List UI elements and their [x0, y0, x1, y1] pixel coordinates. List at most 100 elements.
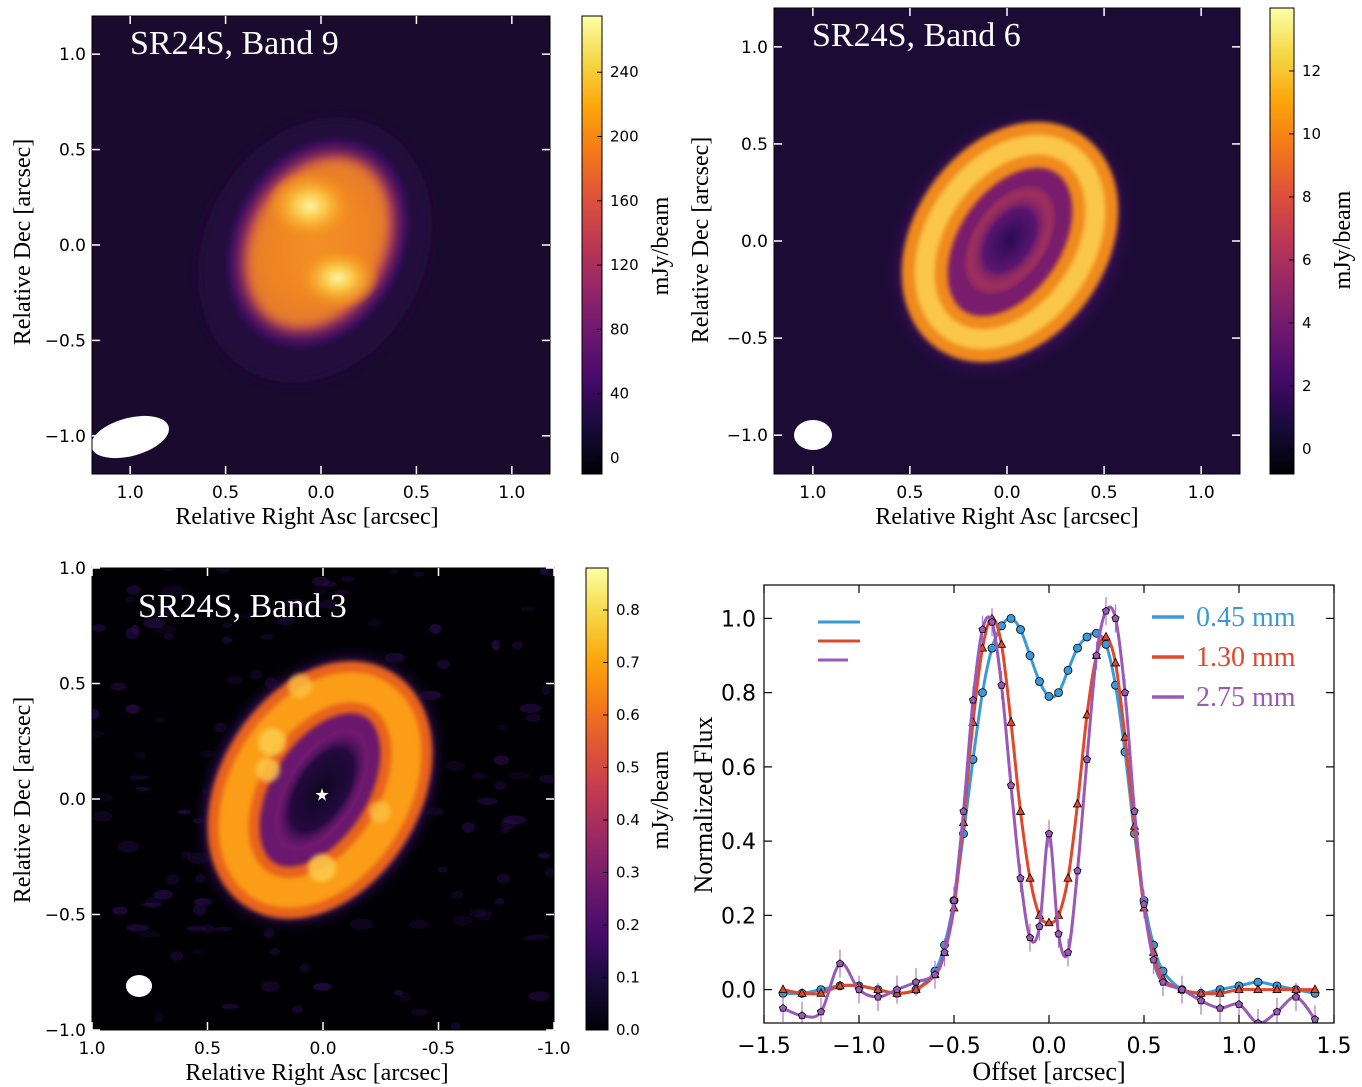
noise-speckle — [135, 786, 150, 791]
data-point — [1120, 731, 1130, 741]
data-point — [930, 970, 940, 979]
noise-speckle — [124, 596, 136, 603]
data-point — [1044, 691, 1054, 701]
noise-speckle — [314, 599, 337, 609]
noise-speckle — [214, 926, 233, 932]
noise-speckle — [410, 1008, 429, 1016]
noise-speckle — [313, 982, 332, 991]
data-point — [873, 992, 883, 1001]
y-tick-label: 0.0 — [59, 236, 86, 256]
noise-speckle — [496, 873, 511, 884]
data-point — [1073, 866, 1082, 875]
data-point — [1063, 948, 1073, 956]
band9-colorbar-ticks: 0 40 80 120 160 200 240 — [597, 63, 639, 467]
noise-speckle — [511, 641, 523, 650]
y-tick-label: 0.5 — [59, 675, 86, 695]
noise-speckle — [134, 751, 147, 759]
y-tick-label: 1.0 — [721, 607, 756, 632]
colorbar-tick-label: 0.4 — [616, 811, 640, 829]
y-tick-label: −0.5 — [727, 329, 768, 349]
data-point — [1196, 996, 1206, 1005]
colorbar-tick-label: 8 — [1302, 188, 1312, 206]
data-point — [1177, 985, 1187, 994]
panel-band3: SR24S, Band 3 1.0 0.5 0.0 -0.5 -1.01.00.50.0… — [10, 559, 674, 1086]
band9-beam — [92, 415, 169, 459]
data-point — [1035, 677, 1044, 686]
noise-speckle — [333, 589, 350, 595]
noise-speckle — [500, 827, 510, 834]
noise-speckle — [126, 585, 141, 595]
data-point — [1054, 929, 1063, 938]
noise-speckle — [155, 716, 165, 724]
band3-colorbar-label: mJy/beam — [648, 750, 674, 849]
data-point — [1110, 657, 1121, 667]
colorbar-tick-label: 0.3 — [616, 864, 640, 882]
data-point — [1063, 872, 1073, 882]
band6-image — [774, 8, 1240, 474]
data-point — [1253, 984, 1263, 993]
noise-speckle — [409, 919, 430, 930]
data-point — [1111, 614, 1120, 622]
x-tick-label: 0.5 — [403, 483, 430, 503]
noise-speckle — [193, 898, 212, 906]
noise-speckle — [525, 714, 541, 723]
data-point — [1310, 984, 1320, 993]
colorbar-tick-label: 0.0 — [616, 1021, 640, 1039]
colorbar-tick-label: 2 — [1302, 377, 1312, 395]
noise-speckle — [341, 575, 355, 583]
band6-title: SR24S, Band 6 — [812, 17, 1021, 54]
band6-axes: 1.0 0.5 0.0 0.5 1.0 1.0 0.5 0.0 −0.5 −1.0 — [727, 8, 1240, 503]
noise-speckle — [528, 991, 551, 1002]
data-point — [816, 1007, 826, 1016]
band3-beam — [126, 975, 152, 997]
data-point — [1006, 614, 1016, 623]
noise-speckle — [429, 623, 442, 634]
data-point — [1082, 709, 1092, 719]
colorbar-tick-label: 0.1 — [616, 969, 640, 987]
noise-speckle — [399, 992, 411, 1003]
noise-speckle — [451, 915, 473, 926]
data-point — [1272, 984, 1282, 993]
colorbar-tick-label: 160 — [610, 192, 639, 210]
y-tick-label: 0.0 — [721, 979, 756, 1004]
data-point — [1063, 665, 1073, 675]
band3-image — [92, 568, 554, 1030]
data-point — [987, 643, 997, 653]
profiles-xlabel: Offset [arcsec] — [972, 1057, 1125, 1086]
y-tick-label: 0.5 — [59, 141, 86, 161]
noise-speckle — [97, 793, 113, 802]
noise-speckle — [471, 773, 487, 780]
colorbar-tick-label: 80 — [610, 320, 629, 338]
noise-speckle — [477, 797, 499, 806]
x-tick-label: 0.5 — [212, 483, 239, 503]
band6-colorbar — [1269, 7, 1295, 475]
legend-label: 0.45 mm — [1196, 602, 1296, 633]
data-point — [797, 987, 807, 997]
noise-speckle — [117, 840, 139, 853]
noise-speckle — [131, 624, 140, 635]
noise-speckle — [495, 898, 505, 905]
data-point — [1025, 933, 1035, 942]
data-point — [1215, 1003, 1225, 1012]
data-point — [996, 639, 1007, 648]
noise-speckle — [145, 896, 163, 909]
colorbar-tick-label: 240 — [610, 63, 639, 81]
colorbar-tick-label: 12 — [1302, 62, 1321, 80]
data-point — [854, 985, 864, 994]
band3-star-marker — [313, 786, 331, 803]
x-tick-label: 1.0 — [799, 483, 826, 503]
x-tick-label: 0.0 — [993, 483, 1020, 503]
band3-axes: 1.0 0.5 0.0 -0.5 -1.0 1.0 0.5 0.0 −0.5 −1.0 — [45, 559, 571, 1059]
data-point — [959, 807, 968, 815]
data-point — [1035, 922, 1044, 930]
noise-speckle — [390, 568, 399, 575]
noise-speckle — [276, 616, 295, 626]
noise-speckle — [92, 730, 104, 738]
noise-speckle — [494, 781, 507, 790]
profiles-plot-area — [764, 585, 1334, 1023]
band9-xlabel: Relative Right Asc [arcsec] — [175, 504, 438, 530]
noise-speckle — [312, 576, 330, 587]
y-tick-label: −1.0 — [45, 1021, 86, 1041]
data-point — [835, 959, 845, 968]
